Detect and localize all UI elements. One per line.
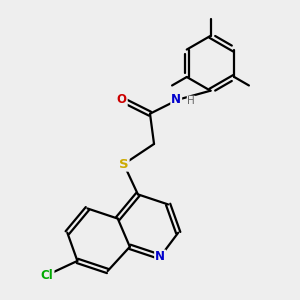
Text: Cl: Cl: [41, 268, 53, 281]
Text: N: N: [155, 250, 165, 263]
Text: N: N: [171, 93, 181, 106]
Text: O: O: [117, 93, 127, 106]
Text: S: S: [119, 158, 129, 171]
Text: H: H: [187, 96, 195, 106]
